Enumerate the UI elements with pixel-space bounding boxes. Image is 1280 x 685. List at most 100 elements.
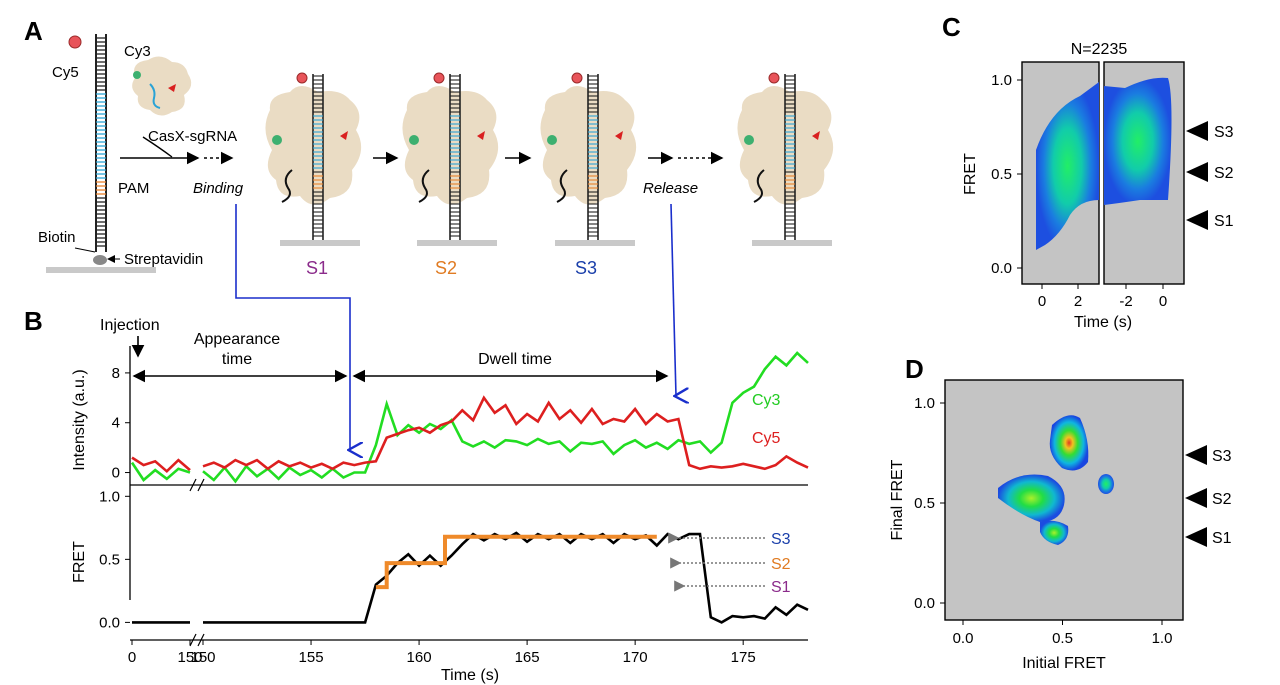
c-left-density — [1036, 82, 1099, 250]
cy3-dye-icon — [744, 135, 754, 145]
x-tick-label: 150 — [190, 649, 215, 666]
x-tick-label: 0.5 — [1052, 630, 1073, 647]
y-tick-label: 0.0 — [99, 614, 120, 631]
label-casx-sgrna: CasX-sgRNA — [148, 128, 237, 145]
biotin-pointer — [74, 247, 96, 253]
b-bottom-y-axis-label: FRET — [71, 541, 88, 583]
cleavage-marker-icon — [477, 131, 485, 140]
cleavage-marker-icon — [812, 131, 820, 140]
c-right-density — [1104, 77, 1172, 205]
label-s3: S3 — [575, 258, 597, 278]
dna-duplex-initial — [95, 34, 107, 252]
state-marker-label: S3 — [1212, 448, 1232, 465]
label-binding: Binding — [193, 180, 244, 197]
c-state-markers: S3 S2 S1 — [1186, 121, 1234, 230]
x-tick-label: 1.0 — [1152, 630, 1173, 647]
x-tick-label: 0 — [1038, 293, 1046, 310]
c-y-axis-label: FRET — [962, 153, 979, 195]
panel-letter-b: B — [24, 306, 43, 336]
cy5-dye-icon — [296, 72, 308, 84]
y-tick-label: 0.5 — [914, 495, 935, 512]
y-tick-label: 0.0 — [914, 595, 935, 612]
streptavidin-icon — [93, 255, 107, 265]
intensity-plot: 0 4 8 Intensity (a.u.) — [71, 346, 809, 600]
y-tick-label: 0.0 — [991, 260, 1012, 277]
label-appearance-time-2: time — [222, 351, 252, 368]
x-tick-label: 175 — [731, 649, 756, 666]
axis-break-mark — [197, 478, 205, 492]
x-tick-label: 155 — [299, 649, 324, 666]
label-biotin: Biotin — [38, 229, 76, 246]
d-cluster-s1 — [1040, 520, 1069, 545]
axis-break-mark — [189, 478, 197, 492]
d-cluster-small — [1098, 474, 1114, 494]
y-tick-label: 4 — [112, 415, 120, 432]
label-injection: Injection — [100, 317, 160, 334]
state-marker-label: S2 — [1212, 491, 1232, 508]
b-label-s1: S1 — [771, 579, 791, 596]
cleavage-marker-icon — [615, 131, 623, 140]
state-marker-triangle — [1186, 210, 1208, 230]
state-marker-label: S2 — [1214, 165, 1234, 182]
label-release: Release — [643, 180, 698, 197]
cy5-dye-icon — [433, 72, 445, 84]
rna-loop — [556, 169, 568, 203]
cy5-dye-icon — [768, 72, 780, 84]
state-marker-triangle — [1185, 488, 1207, 508]
panel-letter-c: C — [942, 12, 961, 42]
cy5-dye-icon — [571, 72, 583, 84]
rna-loop — [753, 169, 765, 203]
state-complexes — [265, 72, 834, 246]
cy3-dye-icon — [409, 135, 419, 145]
state-marker-label: S3 — [1214, 124, 1234, 141]
x-tick-label: 2 — [1074, 293, 1082, 310]
panel-letter-a: A — [24, 16, 43, 46]
state-marker-triangle — [1186, 121, 1208, 141]
b-top-y-axis-label: Intensity (a.u.) — [71, 369, 88, 470]
x-tick-label: 150 — [177, 649, 202, 666]
label-pam: PAM — [118, 180, 149, 197]
rna-loop — [281, 169, 293, 203]
panel-d: D 0.0 0.5 1.0 0.0 0.5 1.0 Final FRET Initial … — [889, 354, 1232, 672]
complex-final — [737, 72, 834, 246]
legend-cy3: Cy3 — [752, 392, 781, 409]
axis-break-mark — [197, 633, 205, 647]
panel-a: A Cy5 Cy3 CasX-sgRNA PAM Binding Biotin … — [24, 16, 834, 450]
x-tick-label: -2 — [1119, 293, 1132, 310]
surface-strip — [46, 267, 156, 273]
y-tick-label: 1.0 — [99, 488, 120, 505]
state-marker-label: S1 — [1212, 530, 1232, 547]
surface-strip — [555, 240, 635, 246]
d-axes: 0.0 0.5 1.0 0.0 0.5 1.0 — [914, 395, 1172, 647]
series-cy3-line — [202, 351, 809, 484]
panel-letter-d: D — [905, 354, 924, 384]
complex-s3 — [540, 72, 637, 246]
axis-break-mark — [189, 633, 197, 647]
d-cluster-s2 — [998, 474, 1065, 522]
label-cy5: Cy5 — [52, 64, 79, 81]
d-x-axis-label: Initial FRET — [1022, 655, 1106, 672]
complex-s1 — [265, 72, 362, 246]
rna-loop — [418, 169, 430, 203]
series-cy3-line — [130, 461, 191, 482]
b-label-s2: S2 — [771, 556, 791, 573]
d-cluster-s3 — [1049, 415, 1089, 471]
y-tick-label: 8 — [112, 365, 120, 382]
d-y-axis-label: Final FRET — [889, 459, 906, 540]
series-cy5-line — [131, 456, 191, 474]
label-appearance-time-1: Appearance — [194, 331, 280, 348]
surface-strip — [280, 240, 360, 246]
label-s1: S1 — [306, 258, 328, 278]
x-tick-label: 0 — [1159, 293, 1167, 310]
b-x-axis-label: Time (s) — [441, 667, 499, 684]
x-tick-label: 160 — [407, 649, 432, 666]
label-streptavidin: Streptavidin — [124, 251, 203, 268]
y-tick-label: 1.0 — [914, 395, 935, 412]
y-tick-label: 0.5 — [99, 551, 120, 568]
c-x-axis-label: Time (s) — [1074, 314, 1132, 331]
c-axes: 0.0 0.5 1.0 0 2 -2 0 — [991, 72, 1167, 310]
casx-protein-icon — [132, 56, 192, 116]
y-tick-label: 0 — [112, 465, 120, 482]
